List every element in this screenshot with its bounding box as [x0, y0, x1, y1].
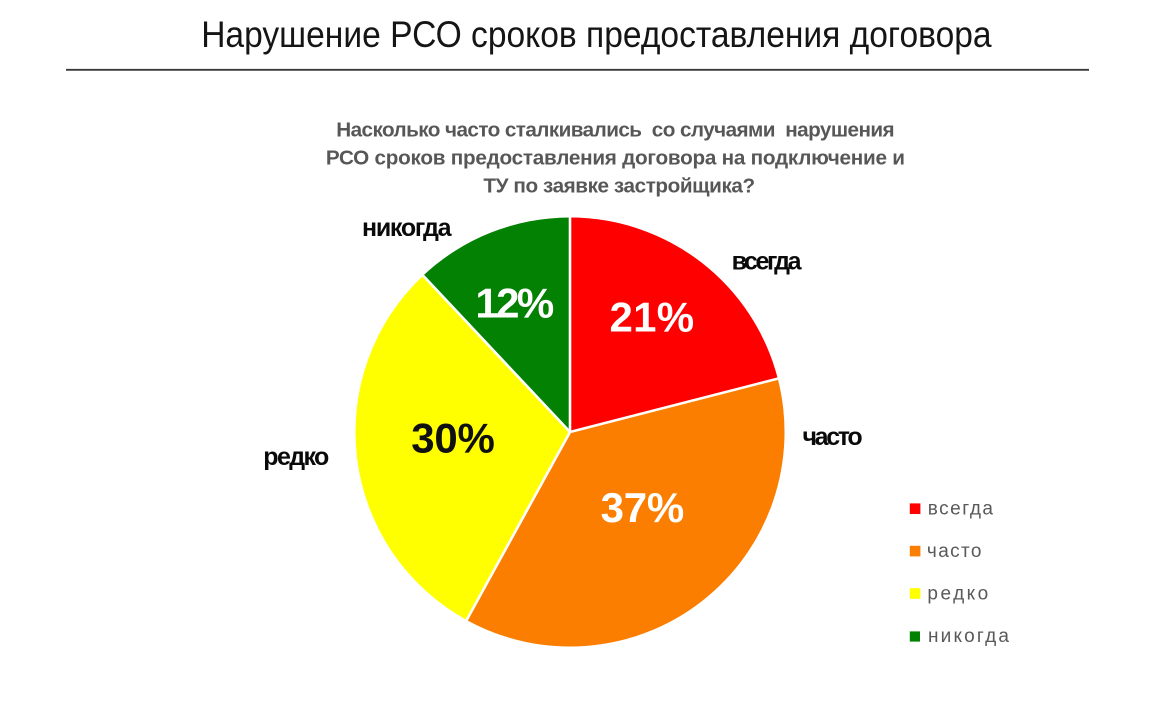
svg-text:37%: 37%	[601, 484, 685, 531]
svg-text:всегда: всегда	[928, 499, 994, 520]
svg-text:никогда: никогда	[362, 214, 453, 242]
svg-text:никогда: никогда	[928, 626, 1009, 647]
svg-text:РСО сроков предоставления дого: РСО сроков предоставления договора на по…	[326, 146, 905, 169]
svg-text:Насколько часто сталкивались: Насколько часто сталкивались со случаями…	[336, 118, 894, 141]
svg-text:12%: 12%	[475, 280, 554, 327]
svg-text:21%: 21%	[609, 294, 694, 341]
svg-text:часто: часто	[927, 541, 982, 562]
svg-text:редко: редко	[927, 584, 988, 605]
svg-text:всегда: всегда	[732, 248, 803, 276]
svg-text:ТУ по заявке застройщика?: ТУ по заявке застройщика?	[483, 175, 755, 198]
svg-text:30%: 30%	[411, 415, 495, 462]
svg-text:часто: часто	[803, 423, 863, 451]
svg-text:редко: редко	[263, 443, 329, 471]
svg-text:Нарушение РСО сроков предостав: Нарушение РСО сроков предоставления дого…	[201, 13, 992, 55]
